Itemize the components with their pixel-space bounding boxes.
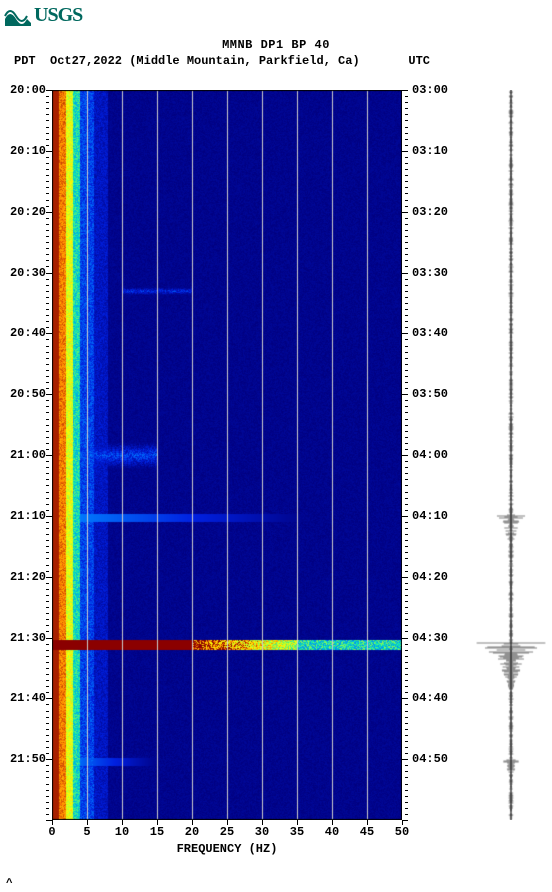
- x-axis-label: FREQUENCY (HZ): [177, 842, 278, 856]
- y-tick-right: 03:20: [412, 205, 448, 219]
- y-tick-right: 04:00: [412, 448, 448, 462]
- x-axis: FREQUENCY (HZ) 05101520253035404550: [52, 820, 402, 860]
- y-tick-right: 03:10: [412, 144, 448, 158]
- y-tick-right: 03:50: [412, 387, 448, 401]
- plot-title: MMNB DP1 BP 40: [0, 38, 552, 52]
- y-tick-left: 21:40: [10, 691, 46, 705]
- waveform-canvas: [476, 90, 546, 820]
- usgs-wave-icon: [4, 5, 32, 27]
- right-timezone-label: UTC: [408, 54, 430, 68]
- y-tick-left: 20:10: [10, 144, 46, 158]
- spectrogram-plot: [52, 90, 402, 820]
- y-tick-left: 21:10: [10, 509, 46, 523]
- y-tick-right: 04:50: [412, 752, 448, 766]
- spectrogram-canvas: [52, 90, 402, 820]
- y-tick-right: 04:30: [412, 631, 448, 645]
- y-tick-left: 21:30: [10, 631, 46, 645]
- y-tick-left: 21:50: [10, 752, 46, 766]
- usgs-logo: USGS: [4, 4, 82, 27]
- date-location-label: Oct27,2022 (Middle Mountain, Parkfield, …: [50, 54, 360, 68]
- x-tick: 15: [150, 825, 164, 839]
- y-tick-right: 04:10: [412, 509, 448, 523]
- x-tick: 45: [360, 825, 374, 839]
- y-tick-marks-right: [402, 90, 408, 820]
- y-tick-right: 03:40: [412, 326, 448, 340]
- left-timezone-label: PDT: [14, 54, 36, 68]
- x-tick: 25: [220, 825, 234, 839]
- x-tick: 35: [290, 825, 304, 839]
- usgs-logo-text: USGS: [34, 4, 82, 27]
- y-axis-right: 03:0003:1003:2003:3003:4003:5004:0004:10…: [402, 90, 446, 820]
- y-tick-left: 20:50: [10, 387, 46, 401]
- y-tick-right: 03:30: [412, 266, 448, 280]
- x-tick: 10: [115, 825, 129, 839]
- y-tick-left: 20:00: [10, 83, 46, 97]
- y-tick-right: 04:20: [412, 570, 448, 584]
- waveform-plot: [476, 90, 546, 820]
- y-tick-left: 21:20: [10, 570, 46, 584]
- footer-mark: ^: [6, 878, 13, 890]
- y-tick-right: 04:40: [412, 691, 448, 705]
- x-tick: 50: [395, 825, 409, 839]
- x-tick: 20: [185, 825, 199, 839]
- y-tick-left: 20:40: [10, 326, 46, 340]
- x-tick: 5: [83, 825, 90, 839]
- y-tick-left: 21:00: [10, 448, 46, 462]
- y-tick-left: 20:30: [10, 266, 46, 280]
- y-tick-left: 20:20: [10, 205, 46, 219]
- x-tick: 40: [325, 825, 339, 839]
- x-tick: 30: [255, 825, 269, 839]
- x-tick: 0: [48, 825, 55, 839]
- y-tick-right: 03:00: [412, 83, 448, 97]
